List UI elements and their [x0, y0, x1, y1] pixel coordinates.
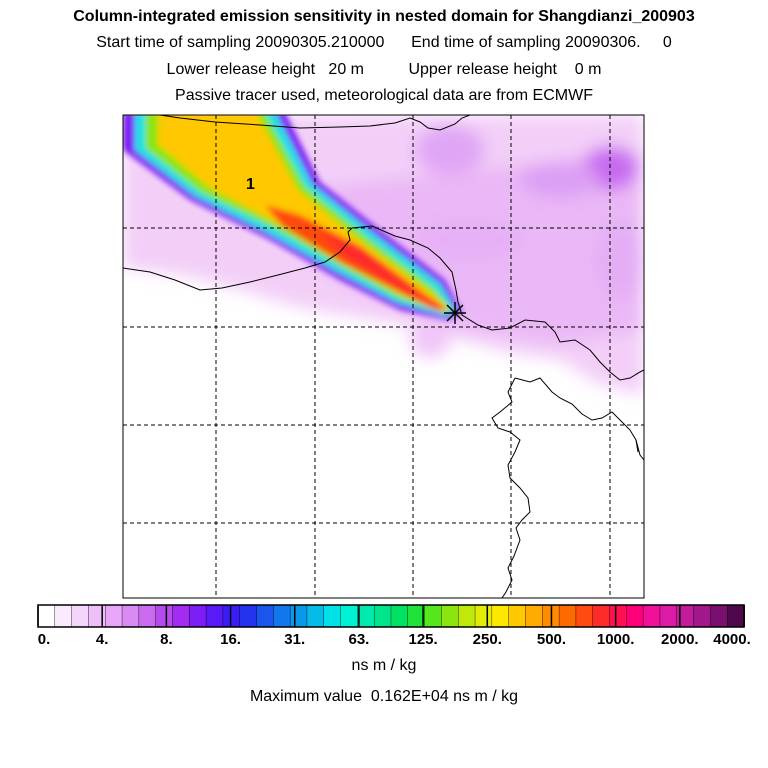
colorbar-cell [575, 604, 594, 628]
map-gridlines [123, 115, 644, 598]
maximum-value-text: Maximum value 0.162E+04 ns m / kg [249, 688, 519, 705]
colorbar-cell [373, 604, 392, 628]
colorbar-cell [222, 604, 241, 628]
colorbar-cell [323, 604, 342, 628]
colorbar-frame [37, 604, 745, 628]
colorbar-cell [172, 604, 191, 628]
colorbar-tick-label: 8. [160, 631, 173, 648]
colorbar-cell [642, 604, 661, 628]
release-point-star-icon [444, 302, 466, 324]
colorbar-units: ns m / kg [351, 657, 417, 674]
colorbar-cell [239, 604, 258, 628]
colorbar-cell [508, 604, 527, 628]
colorbar-cell [626, 604, 644, 628]
colorbar-tick-label: 63. [348, 631, 370, 648]
colorbar-cell [491, 604, 510, 628]
sampling-time-subtitle: Start time of sampling 20090305.210000 E… [96, 34, 672, 51]
colorbar-cell [105, 604, 123, 628]
colorbar-cell [37, 604, 56, 628]
colorbar-cell [306, 604, 325, 628]
colorbar-tick-label: 4000. [713, 631, 751, 648]
colorbar-cell [458, 604, 476, 628]
map-frame [122, 114, 645, 599]
colorbar-tick-label: 16. [220, 631, 241, 648]
colorbar-cell [189, 604, 207, 628]
colorbar-cell [710, 604, 728, 628]
colorbar-tick-label: 1000. [596, 631, 635, 648]
colorbar-cell [54, 604, 73, 628]
colorbar-cell [609, 604, 628, 628]
colorbar-cells [37, 604, 745, 628]
colorbar-cell [441, 604, 460, 628]
colorbar-cell [558, 604, 577, 628]
colorbar-tick-label: 0. [37, 631, 51, 648]
colorbar-tick-label: 500. [536, 631, 567, 648]
colorbar-tick-label: 125. [408, 631, 438, 648]
colorbar-cell [289, 604, 308, 628]
tracer-subtitle: Passive tracer used, meteorological data… [175, 87, 593, 104]
colorbar-cell [273, 604, 291, 628]
colorbar-cell [138, 604, 157, 628]
colorbar-cell [205, 604, 224, 628]
colorbar-cell [659, 604, 678, 628]
colorbar-cell [592, 604, 611, 628]
colorbar-cell [121, 604, 140, 628]
contour-label: 1 [246, 176, 255, 193]
colorbar-cell [525, 604, 544, 628]
colorbar-tick-label: 4. [95, 631, 109, 648]
high-sensitivity-plume [123, 115, 462, 320]
colorbar-cell [726, 604, 745, 628]
colorbar-cell [474, 604, 493, 628]
chart-title: Column-integrated emission sensitivity i… [73, 8, 695, 25]
colorbar-cell [693, 604, 712, 628]
colorbar-tick-label: 31. [284, 631, 306, 648]
map-plot-area: 1 [123, 115, 644, 598]
colorbar-cell [88, 604, 107, 628]
colorbar-cell [390, 604, 409, 628]
colorbar-tick-label: 250. [472, 631, 502, 648]
release-height-subtitle: Lower release height 20 m Upper release … [166, 61, 602, 78]
colorbar-cell [424, 604, 443, 628]
colorbar-cell [256, 604, 275, 628]
colorbar-cell [71, 604, 90, 628]
colorbar-cell [155, 604, 174, 628]
colorbar-cell [340, 604, 359, 628]
colorbar-tick-label: 2000. [661, 631, 699, 648]
colorbar-cell [357, 604, 375, 628]
coastlines-and-borders [123, 115, 644, 598]
